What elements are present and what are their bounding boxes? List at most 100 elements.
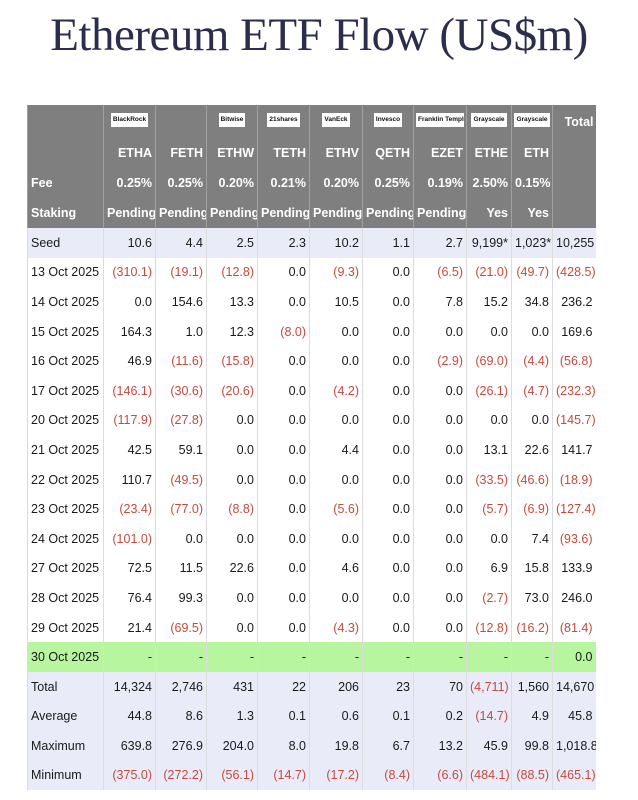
flow-value: 0.0 xyxy=(257,346,310,376)
flow-value: 42.5 xyxy=(103,435,156,465)
flow-value: 0.0 xyxy=(206,583,258,613)
flow-value: (49.5) xyxy=(155,464,207,495)
flow-value: 0.0 xyxy=(309,464,363,495)
data-row: Maximum 639.8 276.9 204.0 8.0 19.8 6.7 13.2 45.9… xyxy=(27,731,596,761)
flow-value: 13.2 xyxy=(413,731,467,761)
staking-row: Staking Pending Pending Pending Pending Pendi… xyxy=(27,198,596,228)
flow-value: - xyxy=(257,642,310,672)
flow-value: 12.3 xyxy=(206,316,258,347)
row-label: 20 Oct 2025 xyxy=(27,405,104,436)
logo-cell: Invesco xyxy=(362,105,414,138)
flow-value: 0.0 xyxy=(362,257,414,288)
flow-value: (484.1) xyxy=(466,760,512,791)
data-row: 14 Oct 2025 0.0 154.6 13.3 0.0 10.5 0.0 7.8 15.2… xyxy=(27,287,596,317)
flow-value: (8.0) xyxy=(257,316,310,347)
flow-value: (77.0) xyxy=(155,494,207,524)
issuer-logo: Bitwise xyxy=(218,113,246,127)
flow-value: (56.8) xyxy=(552,346,596,376)
flow-value: 236.2 xyxy=(552,287,596,317)
flow-value: - xyxy=(103,642,156,672)
flow-value: 99.8 xyxy=(511,731,553,761)
flow-value: 0.0 xyxy=(362,583,414,613)
staking-value: Pending xyxy=(257,198,310,228)
flow-value: (117.9) xyxy=(103,405,156,436)
flow-value: 0.0 xyxy=(413,494,467,524)
logo-cell: Bitwise xyxy=(206,105,258,138)
flow-value: 1,018.8 xyxy=(552,731,596,761)
flow-value: 204.0 xyxy=(206,731,258,761)
logo-cell: Grayscale xyxy=(511,105,553,138)
flow-value: 0.0 xyxy=(206,523,258,554)
flow-value: 0.0 xyxy=(511,316,553,347)
flow-value: (81.4) xyxy=(552,612,596,643)
data-row: 27 Oct 2025 72.5 11.5 22.6 0.0 4.6 0.0 0.0 6.9 15… xyxy=(27,553,596,584)
data-row: 28 Oct 2025 76.4 99.3 0.0 0.0 0.0 0.0 0.0 (2.7) 7… xyxy=(27,583,596,613)
data-row: Average 44.8 8.6 1.3 0.1 0.6 0.1 0.2 (14.7) 4.9 45… xyxy=(27,701,596,732)
flow-value: - xyxy=(466,642,512,672)
issuer-logo: Grayscale xyxy=(471,113,507,127)
flow-value: 0.0 xyxy=(362,553,414,584)
row-label: Maximum xyxy=(27,731,104,761)
flow-value: 15.8 xyxy=(511,553,553,584)
flow-value: (8.8) xyxy=(206,494,258,524)
data-row: 22 Oct 2025 110.7 (49.5) 0.0 0.0 0.0 0.0 0.0 (33… xyxy=(27,464,596,495)
flow-value: 1.1 xyxy=(362,228,414,258)
flow-value: (18.9) xyxy=(552,464,596,495)
ticker: ETHV xyxy=(309,138,363,168)
flow-value: (49.7) xyxy=(511,257,553,288)
flow-value: 0.0 xyxy=(257,257,310,288)
flow-value: 431 xyxy=(206,671,258,702)
flow-value: 0.0 xyxy=(309,583,363,613)
flow-value: 276.9 xyxy=(155,731,207,761)
data-row: 21 Oct 2025 42.5 59.1 0.0 0.0 4.4 0.0 0.0 13.1 22… xyxy=(27,435,596,465)
data-row: 30 Oct 2025- - - - - - - - -0.0 xyxy=(27,642,596,672)
flow-value: 10.5 xyxy=(309,287,363,317)
issuer-logo: VanEck xyxy=(322,113,350,127)
row-label: 15 Oct 2025 xyxy=(27,316,104,347)
flow-value: 14,324 xyxy=(103,671,156,702)
fee-value: 0.25% xyxy=(155,168,207,198)
flow-value: - xyxy=(155,642,207,672)
fee-row: Fee 0.25% 0.25% 0.20% 0.21% 0.20% 0.25% 0.19% 2.… xyxy=(27,168,596,198)
issuer-logo: Invesco xyxy=(373,113,403,127)
flow-value: 46.9 xyxy=(103,346,156,376)
issuer-logo: Grayscale xyxy=(514,113,550,127)
fee-value: 0.19% xyxy=(413,168,467,198)
fee-value: 0.25% xyxy=(362,168,414,198)
flow-value: 0.0 xyxy=(257,464,310,495)
ticker: ETHW xyxy=(206,138,258,168)
flow-value: 0.0 xyxy=(257,287,310,317)
flow-value: 76.4 xyxy=(103,583,156,613)
flow-value: 133.9 xyxy=(552,553,596,584)
flow-value: (146.1) xyxy=(103,375,156,406)
row-label: Staking xyxy=(27,198,104,228)
logo-cell: Grayscale xyxy=(466,105,512,138)
flow-value: 0.0 xyxy=(309,316,363,347)
flow-value: 0.0 xyxy=(257,405,310,436)
flow-value: (6.6) xyxy=(413,760,467,791)
issuer-logo: 21shares xyxy=(267,113,300,127)
flow-value: (30.6) xyxy=(155,375,207,406)
flow-value: 2,746 xyxy=(155,671,207,702)
corner-cell xyxy=(27,105,104,138)
title: Ethereum ETF Flow (US$m) xyxy=(50,9,588,61)
row-label: 30 Oct 2025 xyxy=(27,642,104,672)
flow-value: (69.5) xyxy=(155,612,207,643)
flow-value: 34.8 xyxy=(511,287,553,317)
flow-value: (14.7) xyxy=(257,760,310,791)
flow-value: (17.2) xyxy=(309,760,363,791)
staking-value: Pending xyxy=(206,198,258,228)
flow-value: 0.0 xyxy=(309,405,363,436)
flow-value: (26.1) xyxy=(466,375,512,406)
flow-value: 8.0 xyxy=(257,731,310,761)
flow-value: 44.8 xyxy=(103,701,156,732)
flow-value: 4.9 xyxy=(511,701,553,732)
flow-value: 0.0 xyxy=(206,435,258,465)
flow-value: (5.7) xyxy=(466,494,512,524)
flow-value: 0.0 xyxy=(362,435,414,465)
flow-value: 0.0 xyxy=(362,287,414,317)
flow-value: (93.6) xyxy=(552,523,596,554)
data-row: 24 Oct 2025 (101.0) 0.0 0.0 0.0 0.0 0.0 0.0 0.0 7… xyxy=(27,523,596,554)
row-label: Total xyxy=(27,671,104,702)
